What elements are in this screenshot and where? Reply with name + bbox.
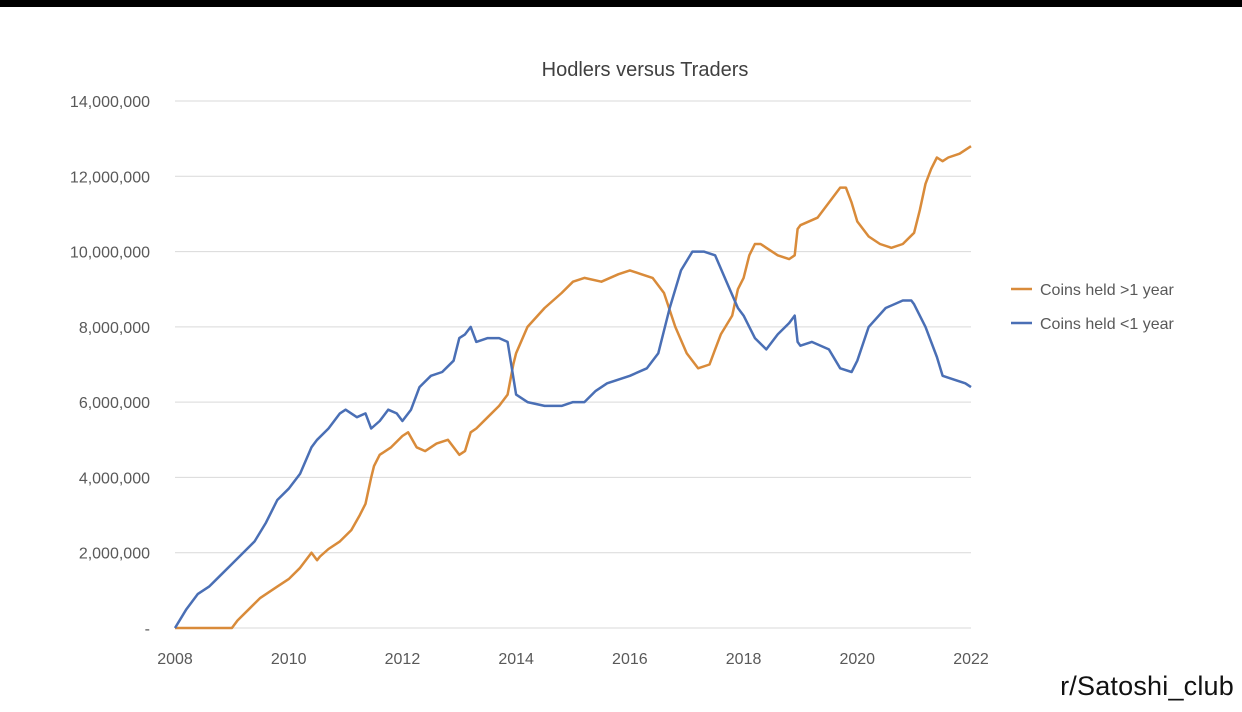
series-lines [173, 145, 972, 630]
series-line-coins-held-under-1-year [173, 250, 972, 629]
x-tick-label: 2022 [953, 651, 989, 668]
legend: Coins held >1 year Coins held <1 year [1011, 282, 1175, 333]
chart-title: Hodlers versus Traders [542, 59, 749, 81]
x-tick-label: 2010 [271, 651, 307, 668]
x-tick-label: 2020 [839, 651, 875, 668]
x-tick-label: 2012 [385, 651, 421, 668]
x-tick-label: 2018 [726, 651, 762, 668]
y-tick-label: 6,000,000 [79, 395, 150, 412]
gridlines [175, 100, 971, 629]
x-tick-label: 2014 [498, 651, 534, 668]
series-line-coins-held-over-1-year [175, 145, 972, 630]
y-tick-label: 2,000,000 [79, 546, 150, 563]
watermark-text: r/Satoshi_club [1060, 671, 1234, 701]
y-tick-label: 14,000,000 [70, 94, 150, 111]
x-axis-tick-labels: 2008 2010 2012 2014 2016 2018 2020 2022 [157, 651, 989, 668]
legend-label: Coins held <1 year [1040, 316, 1175, 333]
y-tick-label: - [145, 621, 150, 638]
y-tick-label: 12,000,000 [70, 169, 150, 186]
y-tick-label: 10,000,000 [70, 245, 150, 262]
y-tick-label: 8,000,000 [79, 320, 150, 337]
x-tick-label: 2008 [157, 651, 193, 668]
top-border-bar [0, 0, 1242, 7]
y-tick-label: 4,000,000 [79, 470, 150, 487]
x-tick-label: 2016 [612, 651, 648, 668]
legend-label: Coins held >1 year [1040, 282, 1175, 299]
y-axis-tick-labels: - 2,000,000 4,000,000 6,000,000 8,000,000 10,… [70, 94, 150, 638]
